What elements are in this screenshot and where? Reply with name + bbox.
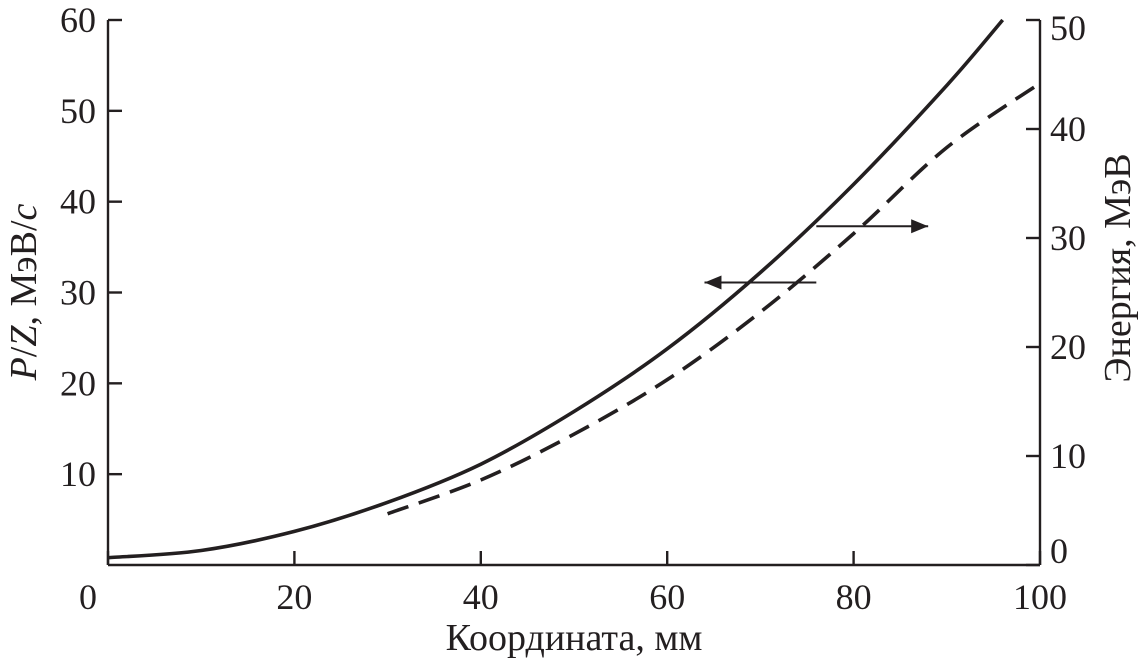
y-right-tick-label: 20 bbox=[1050, 327, 1086, 367]
x-tick-label: 100 bbox=[1013, 577, 1067, 617]
energy-dashed-curve bbox=[386, 81, 1042, 516]
x-tick-label: 60 bbox=[649, 577, 685, 617]
tick-labels: 0 20 40 60 80 100 10 20 30 40 50 60 0 10 20 30 40 50 bbox=[60, 0, 1086, 617]
x-tick-label: 80 bbox=[836, 577, 872, 617]
arrowhead-left-icon bbox=[704, 275, 722, 290]
y-left-tick-label: 60 bbox=[60, 0, 96, 40]
y-right-tick-label: 50 bbox=[1050, 8, 1086, 48]
y-left-tick-label: 40 bbox=[60, 182, 96, 222]
y-right-axis-title: Энергия, МэВ bbox=[1097, 153, 1139, 382]
y-left-tick-label: 10 bbox=[60, 454, 96, 494]
y-right-tick-label: 0 bbox=[1050, 531, 1068, 571]
y-right-tick-label: 40 bbox=[1050, 109, 1086, 149]
x-tick-label: 40 bbox=[463, 577, 499, 617]
y-left-tick-label: 20 bbox=[60, 363, 96, 403]
y-right-tick-label: 10 bbox=[1050, 436, 1086, 476]
x-axis-title: Координата, мм bbox=[446, 617, 703, 659]
arrowhead-right-icon bbox=[911, 219, 929, 234]
y-left-tick-label: 50 bbox=[60, 91, 96, 131]
x-tick-label: 0 bbox=[79, 577, 97, 617]
y-right-tick-label: 30 bbox=[1050, 218, 1086, 258]
momentum-solid-curve bbox=[107, 18, 1005, 560]
plot-area bbox=[107, 18, 1042, 560]
x-tick-label: 20 bbox=[276, 577, 312, 617]
axes bbox=[106, 18, 1042, 567]
y-left-axis-title: P/Z, МэВ/c bbox=[3, 203, 45, 381]
y-left-tick-label: 30 bbox=[60, 273, 96, 313]
annotations bbox=[704, 219, 929, 290]
